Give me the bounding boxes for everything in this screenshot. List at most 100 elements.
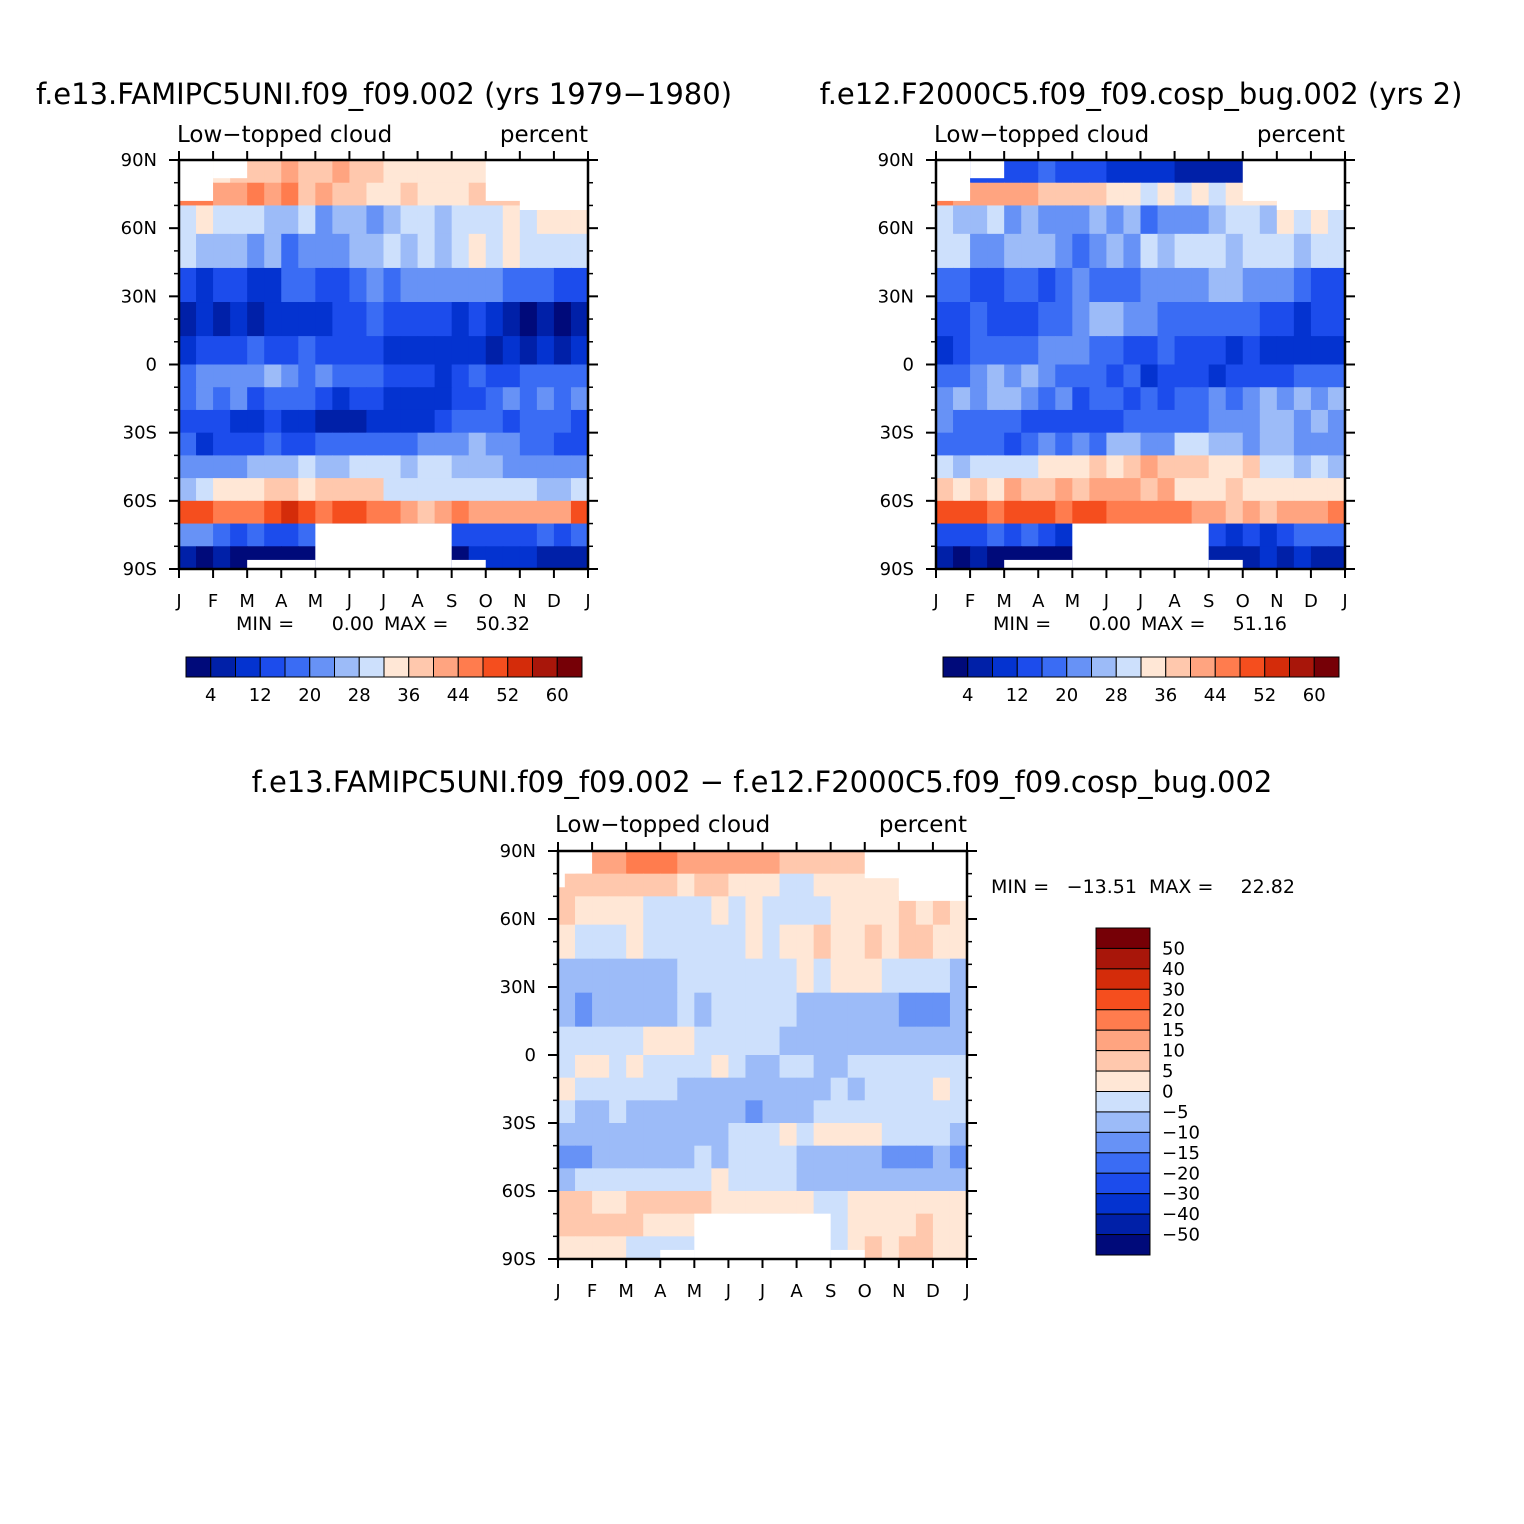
- contour-cell: [745, 1055, 764, 1079]
- x-tick-label: O: [479, 591, 493, 612]
- contour-cell: [1327, 336, 1346, 366]
- contour-cell: [779, 851, 798, 875]
- contour-cell: [1089, 478, 1108, 502]
- y-tick-label: 30S: [880, 423, 914, 444]
- colorbar-box: [1095, 1193, 1151, 1215]
- contour-cell: [417, 160, 436, 184]
- contour-cell: [1293, 205, 1312, 235]
- contour-cell: [762, 1191, 781, 1215]
- contour-cell: [196, 336, 214, 366]
- contour-cell: [451, 205, 470, 235]
- contour-cell: [970, 523, 988, 547]
- contour-cell: [660, 873, 678, 897]
- contour-cell: [519, 455, 538, 479]
- contour-cell: [196, 523, 214, 547]
- colorbar-box: [1115, 656, 1142, 678]
- contour-cell: [298, 182, 316, 207]
- panel-3-units-label: percent: [879, 812, 967, 838]
- contour-cell: [847, 1026, 866, 1056]
- contour-cell: [1123, 432, 1142, 456]
- contour-cell: [762, 1145, 781, 1169]
- contour-cell: [1072, 233, 1090, 269]
- contour-cell: [1174, 160, 1193, 184]
- contour-cell: [830, 958, 849, 994]
- contour-cell: [898, 1168, 917, 1192]
- contour-cell: [383, 409, 402, 434]
- contour-cell: [728, 1077, 747, 1101]
- contour-cell: [1089, 160, 1108, 184]
- contour-cell: [1225, 455, 1244, 479]
- contour-cell: [558, 958, 576, 994]
- contour-cell: [1276, 233, 1295, 269]
- contour-cell: [553, 500, 572, 525]
- x-tick-label: A: [411, 591, 424, 612]
- colorbar-box: [309, 656, 335, 678]
- contour-cell: [570, 336, 589, 366]
- colorbar-box: [1095, 1050, 1151, 1072]
- contour-cell: [1038, 205, 1056, 235]
- contour-cell: [643, 851, 661, 875]
- contour-cell: [315, 302, 333, 337]
- y-tick-label: 60S: [502, 1181, 536, 1202]
- contour-cell: [1072, 500, 1090, 525]
- contour-cell: [643, 1055, 661, 1079]
- colorbar-box: [334, 656, 360, 678]
- x-tick-label: J: [584, 591, 590, 612]
- contour-cell: [536, 409, 555, 434]
- contour-cell: [660, 1100, 678, 1124]
- contour-cell: [298, 302, 316, 337]
- contour-cell: [417, 205, 436, 235]
- contour-cell: [1242, 205, 1261, 235]
- colorbar-box: [433, 656, 459, 678]
- contour-cell: [1242, 500, 1261, 525]
- contour-cell: [626, 1026, 644, 1056]
- y-tick-label: 0: [903, 355, 914, 376]
- contour-cell: [553, 455, 572, 479]
- contour-cell: [694, 1145, 712, 1169]
- contour-cell: [936, 409, 954, 434]
- contour-cell: [553, 364, 572, 388]
- contour-cell: [383, 182, 402, 207]
- contour-cell: [898, 1055, 917, 1079]
- contour-cell: [1004, 523, 1022, 547]
- contour-cell: [1055, 364, 1073, 388]
- contour-cell: [502, 364, 521, 388]
- contour-cell: [949, 924, 968, 960]
- contour-cell: [1004, 455, 1022, 479]
- contour-cell: [936, 432, 954, 456]
- contour-cell: [196, 546, 214, 570]
- contour-cell: [987, 387, 1005, 411]
- contour-cell: [932, 1191, 951, 1215]
- contour-cell: [575, 1100, 593, 1124]
- missing-data-mask: [1004, 559, 1073, 569]
- contour-cell: [1038, 500, 1056, 525]
- contour-cell: [643, 1213, 661, 1237]
- contour-cell: [1191, 478, 1210, 502]
- contour-cell: [451, 409, 470, 434]
- contour-cell: [660, 1145, 678, 1169]
- contour-cell: [1038, 233, 1056, 269]
- contour-cell: [864, 1026, 883, 1056]
- contour-cell: [779, 1123, 798, 1147]
- contour-cell: [1072, 364, 1090, 388]
- contour-cell: [915, 896, 934, 926]
- contour-cell: [1106, 182, 1125, 207]
- contour-cell: [1276, 409, 1295, 434]
- contour-cell: [881, 873, 900, 897]
- contour-cell: [711, 896, 730, 926]
- contour-cell: [383, 432, 402, 456]
- contour-cell: [213, 500, 231, 525]
- contour-cell: [881, 1191, 900, 1215]
- contour-cell: [558, 1191, 576, 1215]
- contour-cell: [332, 409, 351, 434]
- contour-cell: [451, 387, 470, 411]
- contour-cell: [626, 1100, 644, 1124]
- colorbar-label: 20: [298, 685, 321, 706]
- contour-cell: [949, 992, 968, 1028]
- contour-cell: [1123, 160, 1142, 184]
- contour-cell: [609, 1055, 627, 1079]
- contour-cell: [1157, 500, 1176, 525]
- colorbar-label: 4: [205, 685, 216, 706]
- contour-cell: [1157, 432, 1176, 456]
- contour-cell: [213, 523, 231, 547]
